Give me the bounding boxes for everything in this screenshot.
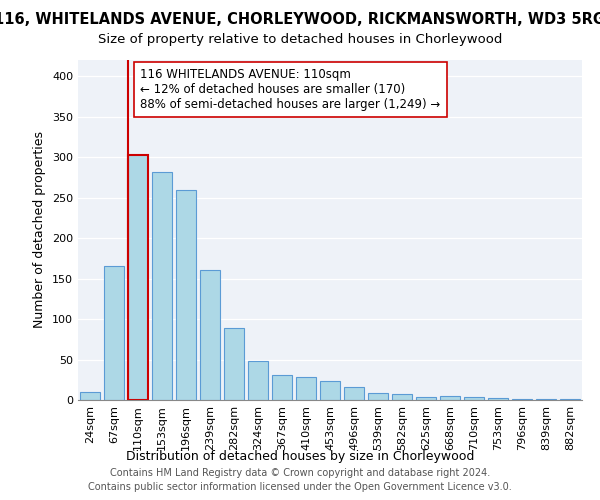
Bar: [464, 397, 484, 400]
Bar: [248, 361, 268, 400]
Bar: [512, 399, 532, 400]
Bar: [368, 392, 388, 400]
Bar: [344, 387, 364, 400]
Bar: [104, 266, 124, 400]
Bar: [320, 380, 340, 400]
Y-axis label: Number of detached properties: Number of detached properties: [34, 132, 46, 328]
Bar: [536, 399, 556, 400]
Bar: [560, 399, 580, 400]
Bar: [392, 394, 412, 400]
Bar: [176, 190, 196, 400]
Text: Contains public sector information licensed under the Open Government Licence v3: Contains public sector information licen…: [88, 482, 512, 492]
Bar: [440, 396, 460, 400]
Bar: [272, 375, 292, 400]
Bar: [152, 172, 172, 400]
Text: Contains HM Land Registry data © Crown copyright and database right 2024.: Contains HM Land Registry data © Crown c…: [110, 468, 490, 477]
Bar: [488, 398, 508, 400]
Bar: [296, 376, 316, 400]
Bar: [416, 397, 436, 400]
Text: Size of property relative to detached houses in Chorleywood: Size of property relative to detached ho…: [98, 32, 502, 46]
Bar: [128, 154, 148, 400]
Bar: [80, 392, 100, 400]
Text: Distribution of detached houses by size in Chorleywood: Distribution of detached houses by size …: [126, 450, 474, 463]
Bar: [224, 328, 244, 400]
Bar: [200, 270, 220, 400]
Text: 116 WHITELANDS AVENUE: 110sqm
← 12% of detached houses are smaller (170)
88% of : 116 WHITELANDS AVENUE: 110sqm ← 12% of d…: [140, 68, 440, 111]
Text: 116, WHITELANDS AVENUE, CHORLEYWOOD, RICKMANSWORTH, WD3 5RG: 116, WHITELANDS AVENUE, CHORLEYWOOD, RIC…: [0, 12, 600, 28]
